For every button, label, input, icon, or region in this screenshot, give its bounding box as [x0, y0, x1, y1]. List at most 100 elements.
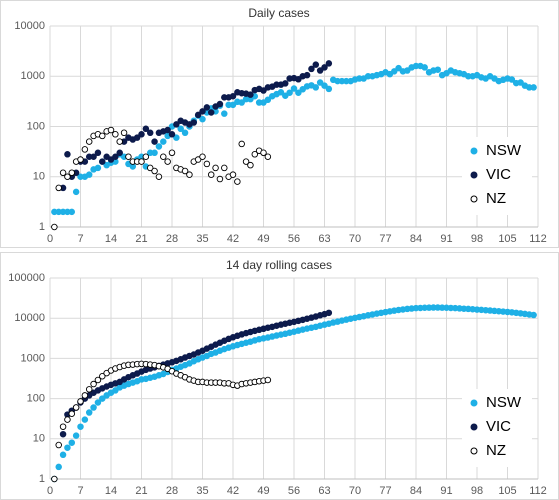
point — [133, 134, 141, 141]
point — [94, 399, 102, 406]
point — [116, 149, 123, 157]
x-tick-label: 63 — [318, 233, 330, 245]
x-tick-label: 14 — [105, 485, 117, 497]
legend-label: NZ — [486, 442, 506, 459]
point — [68, 410, 76, 417]
point — [146, 129, 154, 137]
point — [85, 386, 93, 393]
legend-label: NSW — [486, 142, 522, 159]
point — [116, 138, 123, 145]
point — [155, 173, 163, 180]
point — [142, 153, 150, 161]
point — [151, 167, 158, 175]
point — [199, 108, 206, 115]
point — [229, 92, 237, 100]
y-tick-label: 100 — [27, 120, 45, 132]
point — [517, 79, 524, 86]
y-tick-label: 1 — [39, 221, 45, 233]
legend-marker — [470, 399, 478, 407]
point — [64, 416, 71, 423]
point — [168, 149, 176, 157]
x-tick-label: 49 — [257, 233, 269, 245]
point — [290, 85, 298, 92]
legend-marker — [470, 447, 478, 455]
point — [395, 64, 402, 72]
x-tick-label: 0 — [47, 233, 53, 245]
point — [251, 151, 259, 158]
point — [85, 171, 93, 178]
y-tick-label: 10 — [33, 433, 45, 445]
point — [299, 86, 306, 93]
x-tick-label: 63 — [318, 485, 330, 497]
legend-marker — [470, 147, 478, 155]
point — [282, 80, 289, 87]
point — [138, 131, 145, 138]
point — [390, 68, 398, 75]
y-tick-label: 100 — [27, 393, 45, 405]
x-tick-label: 49 — [257, 485, 269, 497]
chart-title: 14 day rolling cases — [226, 258, 332, 272]
point — [99, 395, 106, 402]
point — [77, 156, 84, 163]
point — [295, 89, 302, 96]
x-tick-label: 42 — [227, 485, 239, 497]
point — [199, 153, 206, 161]
point — [81, 392, 89, 399]
point — [229, 171, 237, 178]
point — [295, 76, 302, 83]
point — [404, 67, 411, 74]
x-tick-label: 77 — [379, 233, 391, 245]
point — [221, 164, 228, 172]
point — [125, 153, 132, 161]
point — [186, 171, 193, 178]
x-tick-label: 112 — [529, 485, 547, 497]
point — [247, 91, 254, 98]
x-tick-label: 35 — [196, 233, 208, 245]
point — [112, 131, 119, 138]
legend-marker — [470, 195, 478, 203]
point — [203, 160, 211, 168]
point — [59, 430, 67, 438]
point — [77, 398, 84, 405]
point — [112, 387, 119, 394]
point — [94, 376, 102, 384]
point — [530, 311, 537, 319]
point — [59, 451, 67, 459]
y-tick-label: 1000 — [21, 70, 45, 82]
point — [229, 101, 237, 109]
y-tick-label: 10000 — [14, 20, 45, 32]
point — [177, 125, 184, 133]
point — [316, 79, 324, 86]
legend-marker — [470, 171, 478, 179]
point — [138, 158, 145, 165]
point — [72, 432, 80, 439]
point — [81, 416, 89, 423]
point — [160, 153, 167, 161]
x-tick-label: 7 — [77, 485, 83, 497]
point — [325, 309, 333, 317]
point — [264, 96, 272, 104]
point — [90, 380, 97, 388]
point — [264, 153, 272, 161]
point — [238, 99, 245, 106]
point — [264, 376, 272, 384]
legend-label: NSW — [486, 394, 522, 411]
x-tick-label: 56 — [288, 233, 300, 245]
point — [55, 441, 62, 449]
point — [194, 111, 202, 119]
point — [64, 444, 71, 451]
point — [55, 184, 62, 192]
point — [151, 149, 158, 157]
point — [238, 140, 245, 148]
point — [434, 66, 442, 73]
x-tick-label: 84 — [410, 485, 422, 497]
x-tick-label: 21 — [135, 485, 147, 497]
point — [316, 67, 324, 74]
point — [120, 129, 128, 137]
point — [173, 134, 180, 141]
point — [216, 100, 224, 108]
y-tick-label: 100000 — [8, 272, 45, 284]
point — [55, 463, 62, 471]
point — [286, 89, 293, 96]
